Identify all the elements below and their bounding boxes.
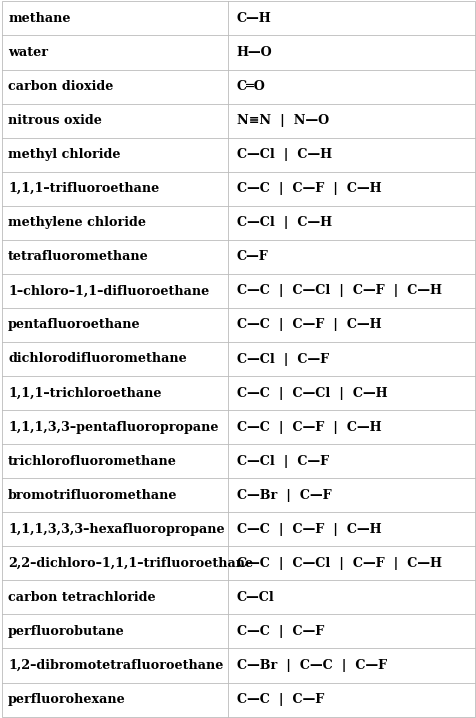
Text: C—C  |  C—F  |  C—H: C—C | C—F | C—H xyxy=(236,421,380,434)
Text: 1,1,1–trichloroethane: 1,1,1–trichloroethane xyxy=(8,386,161,399)
Text: C—Cl  |  C—H: C—Cl | C—H xyxy=(236,148,331,161)
Text: C—Br  |  C—C  |  C—F: C—Br | C—C | C—F xyxy=(236,659,386,672)
Text: C—Cl  |  C—F: C—Cl | C—F xyxy=(236,454,328,467)
Text: H—O: H—O xyxy=(236,46,272,59)
Text: water: water xyxy=(8,46,48,59)
Text: C—C  |  C—Cl  |  C—H: C—C | C—Cl | C—H xyxy=(236,386,387,399)
Text: 1,1,1–trifluoroethane: 1,1,1–trifluoroethane xyxy=(8,182,159,195)
Text: tetrafluoromethane: tetrafluoromethane xyxy=(8,251,149,264)
Text: perfluorohexane: perfluorohexane xyxy=(8,693,126,706)
Text: trichlorofluoromethane: trichlorofluoromethane xyxy=(8,454,177,467)
Text: methane: methane xyxy=(8,12,70,25)
Text: 2,2–dichloro–1,1,1–trifluoroethane: 2,2–dichloro–1,1,1–trifluoroethane xyxy=(8,557,253,570)
Text: C═O: C═O xyxy=(236,80,265,93)
Text: C—C  |  C—Cl  |  C—F  |  C—H: C—C | C—Cl | C—F | C—H xyxy=(236,284,441,297)
Text: methyl chloride: methyl chloride xyxy=(8,148,120,161)
Text: nitrous oxide: nitrous oxide xyxy=(8,114,102,127)
Text: C—F: C—F xyxy=(236,251,268,264)
Text: C—C  |  C—F  |  C—H: C—C | C—F | C—H xyxy=(236,319,380,332)
Text: 1,2–dibromotetrafluoroethane: 1,2–dibromotetrafluoroethane xyxy=(8,659,223,672)
Text: methylene chloride: methylene chloride xyxy=(8,216,146,229)
Text: N≡N  |  N—O: N≡N | N—O xyxy=(236,114,328,127)
Text: bromotrifluoromethane: bromotrifluoromethane xyxy=(8,489,177,502)
Text: dichlorodifluoromethane: dichlorodifluoromethane xyxy=(8,353,187,365)
Text: 1–chloro–1,1–difluoroethane: 1–chloro–1,1–difluoroethane xyxy=(8,284,209,297)
Text: carbon dioxide: carbon dioxide xyxy=(8,80,113,93)
Text: pentafluoroethane: pentafluoroethane xyxy=(8,319,140,332)
Text: C—C  |  C—F: C—C | C—F xyxy=(236,693,323,706)
Text: perfluorobutane: perfluorobutane xyxy=(8,625,125,638)
Text: C—C  |  C—F  |  C—H: C—C | C—F | C—H xyxy=(236,523,380,536)
Text: C—Cl  |  C—H: C—Cl | C—H xyxy=(236,216,331,229)
Text: C—C  |  C—F: C—C | C—F xyxy=(236,625,323,638)
Text: 1,1,1,3,3–pentafluoropropane: 1,1,1,3,3–pentafluoropropane xyxy=(8,421,218,434)
Text: 1,1,1,3,3,3–hexafluoropropane: 1,1,1,3,3,3–hexafluoropropane xyxy=(8,523,224,536)
Text: C—H: C—H xyxy=(236,12,271,25)
Text: C—Cl  |  C—F: C—Cl | C—F xyxy=(236,353,328,365)
Text: C—C  |  C—F  |  C—H: C—C | C—F | C—H xyxy=(236,182,380,195)
Text: carbon tetrachloride: carbon tetrachloride xyxy=(8,591,155,604)
Text: C—Cl: C—Cl xyxy=(236,591,274,604)
Text: C—Br  |  C—F: C—Br | C—F xyxy=(236,489,330,502)
Text: C—C  |  C—Cl  |  C—F  |  C—H: C—C | C—Cl | C—F | C—H xyxy=(236,557,441,570)
